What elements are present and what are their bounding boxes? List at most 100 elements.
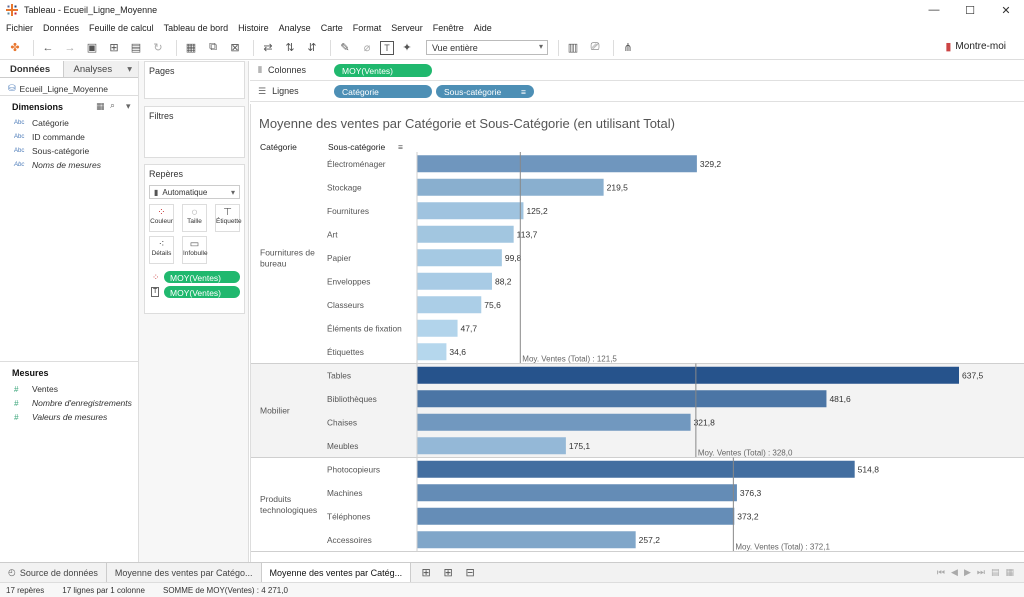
- tooltip-button[interactable]: ▭ Infobulle: [182, 236, 208, 264]
- minimize-button[interactable]: —: [928, 4, 940, 16]
- dimensions-header: Dimensions: [12, 102, 64, 112]
- search-icon[interactable]: ⌕: [110, 100, 116, 110]
- dimension-field[interactable]: Abc ID commande: [14, 132, 85, 142]
- color-button[interactable]: ⁘ Couleur: [149, 204, 174, 232]
- columns-label: Colonnes: [267, 65, 306, 75]
- prev-tab-icon[interactable]: ◀: [951, 567, 958, 577]
- show-me-icon: ▮: [945, 41, 952, 53]
- column-headers: Catégorie Sous-catégorie ≡: [260, 142, 403, 152]
- share-icon[interactable]: ⋔: [623, 42, 633, 54]
- size-button[interactable]: ◌ Taille: [182, 204, 207, 232]
- close-button[interactable]: ✕: [1001, 4, 1011, 17]
- bar: [417, 507, 735, 525]
- tiles-icon[interactable]: ▦: [1005, 567, 1014, 577]
- new-dashboard-icon[interactable]: ⊞: [443, 567, 453, 579]
- dimension-field[interactable]: Abc Noms de mesures: [14, 160, 101, 170]
- measure-field[interactable]: # Ventes: [14, 384, 58, 394]
- save-icon[interactable]: ▣: [86, 42, 98, 54]
- datasource-item[interactable]: ⛁ Ecueil_Ligne_Moyenne: [8, 83, 108, 94]
- new-sheet-icon[interactable]: ▦: [185, 42, 197, 54]
- view-size-select[interactable]: Vue entière ▾: [426, 40, 548, 55]
- menu-fenetre[interactable]: Fenêtre: [432, 23, 464, 33]
- redo-icon[interactable]: →: [64, 41, 76, 54]
- cards-column: Pages Filtres Repères ▮ Automatique ▾ ⁘ C…: [139, 61, 249, 562]
- rows-shelf[interactable]: ☰ Lignes Catégorie Sous-catégorie ≡: [250, 82, 1024, 102]
- header-subcategory[interactable]: Sous-catégorie: [328, 142, 386, 152]
- first-tab-icon[interactable]: ⏮: [936, 567, 946, 577]
- refresh-icon[interactable]: ↻: [153, 42, 163, 54]
- grid-view-icon[interactable]: ▦: [96, 101, 105, 111]
- subcategory-label: Photocopieurs: [327, 464, 380, 474]
- menu-carte[interactable]: Carte: [320, 23, 343, 33]
- menu-format[interactable]: Format: [352, 23, 382, 33]
- show-labels-icon[interactable]: T: [380, 40, 394, 55]
- data-label: 514,8: [858, 464, 880, 474]
- bar: [417, 178, 604, 196]
- tab-datasource[interactable]: ◴ Source de données: [0, 562, 107, 583]
- filters-card[interactable]: Filtres: [144, 106, 245, 158]
- mark-pill-label[interactable]: MOY(Ventes): [164, 286, 240, 298]
- new-story-icon[interactable]: ⊟: [465, 567, 475, 579]
- sheet-tabs: ◴ Source de données Moyenne des ventes p…: [0, 562, 1024, 583]
- undo-icon[interactable]: ←: [42, 41, 54, 54]
- data-label: 481,6: [829, 394, 851, 404]
- rows-pill-subcategory[interactable]: Sous-catégorie ≡: [436, 85, 534, 98]
- last-tab-icon[interactable]: ⏭: [976, 567, 985, 577]
- group-icon[interactable]: ⌀: [363, 42, 371, 54]
- highlight-icon[interactable]: ✎: [340, 42, 350, 54]
- subcategory-label: Art: [327, 229, 338, 239]
- detail-button[interactable]: ⁖ Détails: [149, 236, 174, 264]
- new-worksheet-icon[interactable]: ⊞: [421, 567, 431, 579]
- measure-field[interactable]: # Valeurs de mesures: [14, 412, 107, 422]
- field-label: Valeurs de mesures: [32, 412, 108, 422]
- clear-sheet-icon[interactable]: ⊠: [230, 42, 240, 54]
- new-datasource-icon[interactable]: ⊞: [109, 42, 119, 54]
- label-label: Étiquette: [216, 218, 242, 225]
- string-type-icon: Abc: [14, 148, 25, 154]
- menu-donnees[interactable]: Données: [43, 23, 80, 33]
- tab-analysis[interactable]: Analyses ▾: [63, 61, 138, 77]
- dimension-field[interactable]: Abc Sous-catégorie: [14, 146, 89, 156]
- show-cards-icon[interactable]: ▥: [567, 42, 579, 54]
- menu-tableau-bord[interactable]: Tableau de bord: [163, 23, 229, 33]
- menu-serveur[interactable]: Serveur: [391, 23, 423, 33]
- sort-desc-icon[interactable]: ⇵: [307, 42, 317, 54]
- tab-datasource-label: Source de données: [19, 567, 98, 578]
- dimension-field[interactable]: Abc Catégorie: [14, 118, 69, 128]
- presentation-icon[interactable]: ⎚: [590, 41, 600, 53]
- duplicate-sheet-icon[interactable]: ⧉: [209, 41, 217, 53]
- filmstrip-icon[interactable]: ▤: [990, 567, 1000, 577]
- measure-field[interactable]: # Nombre d'enregistrements: [14, 398, 132, 408]
- sort-asc-icon[interactable]: ⇅: [285, 42, 295, 54]
- dims-menu-icon[interactable]: ▾: [126, 101, 131, 111]
- tab-sheet-1[interactable]: Moyenne des ventes par Catégo...: [107, 562, 262, 583]
- menu-feuille[interactable]: Feuille de calcul: [89, 23, 154, 33]
- mark-pill-color[interactable]: MOY(Ventes): [164, 271, 240, 283]
- header-category[interactable]: Catégorie: [260, 142, 297, 152]
- datasource-label: Ecueil_Ligne_Moyenne: [19, 83, 108, 94]
- menu-histoire[interactable]: Histoire: [238, 23, 269, 33]
- category-label: Fournitures de: [260, 247, 315, 257]
- show-me-button[interactable]: ▮ Montre-moi: [945, 40, 1006, 53]
- label-button[interactable]: ⊤ Étiquette: [215, 204, 242, 232]
- fix-axes-icon[interactable]: ✦: [402, 42, 412, 54]
- columns-pill[interactable]: MOY(Ventes): [334, 64, 432, 77]
- tableau-home-icon[interactable]: ✤: [10, 42, 20, 54]
- menu-aide[interactable]: Aide: [473, 23, 492, 33]
- pause-update-icon[interactable]: ▤: [130, 42, 142, 54]
- tab-sheet-2[interactable]: Moyenne des ventes par Catég...: [261, 562, 412, 583]
- field-label: Noms de mesures: [32, 160, 101, 170]
- header-sort-icon[interactable]: ≡: [398, 142, 403, 152]
- columns-icon: ⦀: [258, 65, 262, 75]
- mark-type-select[interactable]: ▮ Automatique ▾: [149, 185, 240, 199]
- tab-data[interactable]: Données: [0, 61, 64, 77]
- columns-shelf[interactable]: ⦀ Colonnes MOY(Ventes): [250, 61, 1024, 81]
- maximize-button[interactable]: ☐: [965, 4, 975, 17]
- number-type-icon: #: [14, 384, 19, 394]
- next-tab-icon[interactable]: ▶: [963, 567, 971, 577]
- pages-card[interactable]: Pages: [144, 61, 245, 99]
- swap-icon[interactable]: ⇄: [263, 42, 273, 54]
- rows-pill-category[interactable]: Catégorie: [334, 85, 432, 98]
- menu-analyse[interactable]: Analyse: [278, 23, 311, 33]
- menu-fichier[interactable]: Fichier: [6, 23, 34, 33]
